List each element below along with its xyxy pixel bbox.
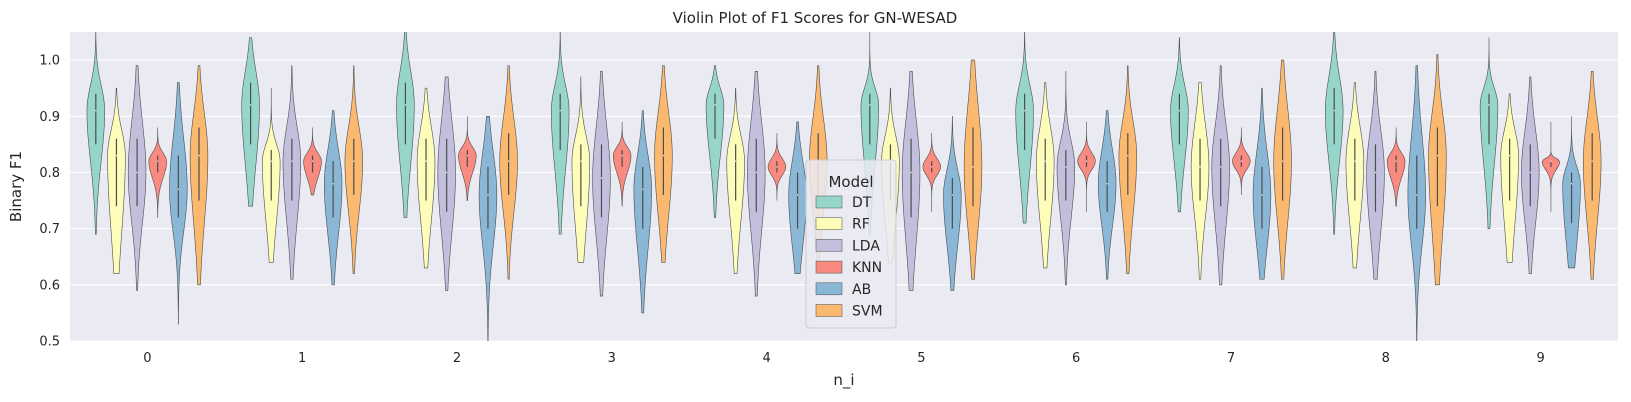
y-tick-label: 0.9 [39,110,60,125]
chart-title: Violin Plot of F1 Scores for GN-WESAD [673,9,958,27]
legend-swatch-lda [815,239,843,252]
legend-label-lda: LDA [852,238,880,254]
legend-label-rf: RF [852,217,870,233]
y-axis-label: Binary F1 [7,151,25,222]
violins [86,32,1602,341]
y-tick-label: 0.6 [39,278,60,293]
x-tick-label: 2 [453,351,461,366]
legend-label-svm: SVM [852,304,883,320]
y-tick-label: 0.5 [39,335,60,350]
x-tick-label: 8 [1382,351,1390,366]
x-tick-label: 0 [143,351,151,366]
x-tick-label: 4 [762,351,770,366]
x-tick-label: 5 [917,351,925,366]
legend-swatch-dt [815,195,843,209]
legend-label-ab: AB [852,282,871,298]
violin-dt-4 [705,65,725,218]
y-tick-label: 0.8 [39,166,60,181]
y-tick-label: 0.7 [39,222,60,237]
x-tick-label: 7 [1227,351,1235,366]
legend-title: Model [828,173,873,191]
x-tick-labels: 0 1 2 3 4 5 6 7 8 9 [143,351,1544,366]
x-tick-label: 1 [298,351,306,366]
violin-knn-5 [922,133,941,212]
legend-label-dt: DT [852,195,872,211]
legend-items: DT RF LDA KNN AB SVM [815,195,883,320]
legend: Model DT RF LDA KNN AB SVM [805,159,897,329]
x-tick-label: 3 [608,351,616,366]
x-tick-label: 6 [1072,351,1080,366]
legend-swatch-knn [815,260,843,274]
x-axis-label: n_i [833,371,854,390]
legend-swatch-svm [815,304,843,317]
legend-swatch-rf [815,217,843,230]
x-tick-label: 9 [1536,351,1544,366]
y-tick-label: 1.0 [39,54,60,69]
y-tick-labels: 0.5 0.6 0.7 0.8 0.9 1.0 [39,54,60,350]
violin-knn-0 [148,127,167,218]
legend-label-knn: KNN [852,260,882,276]
legend-swatch-ab [815,282,843,296]
